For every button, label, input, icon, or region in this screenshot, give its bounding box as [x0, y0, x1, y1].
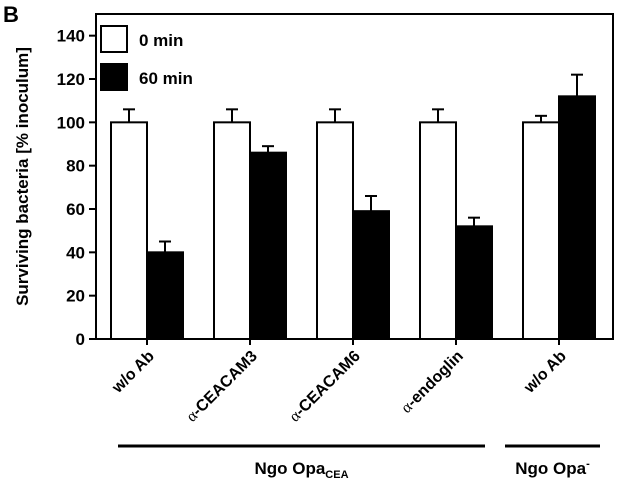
- bar: [213, 121, 251, 341]
- legend-swatch: [100, 25, 128, 53]
- group-label-superscript: -: [586, 458, 590, 470]
- y-tick-label: 140: [57, 27, 85, 46]
- y-tick-label: 0: [76, 330, 85, 349]
- x-category-label: α-CEACAM3: [183, 348, 261, 426]
- category-name: -endoglin: [404, 348, 467, 411]
- bar: [316, 121, 354, 341]
- y-tick-label: 60: [66, 200, 85, 219]
- y-tick-label: 40: [66, 243, 85, 262]
- bar: [455, 225, 493, 340]
- x-category-label: w/o Ab: [108, 348, 158, 398]
- y-tick-label: 120: [57, 70, 85, 89]
- y-tick-label: 80: [66, 157, 85, 176]
- y-axis-title: Surviving bacteria [% inoculum]: [13, 47, 32, 306]
- bar: [352, 210, 390, 341]
- y-tick-label: 100: [57, 113, 85, 132]
- category-name: -CEACAM6: [292, 348, 364, 420]
- group-label: Ngo Opa-: [515, 458, 590, 478]
- group-label: Ngo OpaCEA: [254, 459, 348, 480]
- group-label-subscript: CEA: [325, 469, 348, 480]
- legend-label: 60 min: [139, 69, 193, 88]
- group-label-text: Ngo Opa: [515, 459, 586, 478]
- bar: [146, 251, 184, 340]
- x-category-label: w/o Ab: [520, 348, 570, 398]
- bar: [249, 151, 287, 340]
- legend-swatch: [100, 63, 128, 91]
- category-name: w/o Ab: [520, 348, 570, 398]
- panel-letter: B: [3, 2, 19, 27]
- bar: [558, 95, 596, 341]
- category-name: -CEACAM3: [189, 348, 261, 420]
- x-category-label: α-CEACAM6: [286, 348, 364, 426]
- y-tick-label: 20: [66, 287, 85, 306]
- legend-label: 0 min: [139, 31, 183, 50]
- x-category-label: α-endoglin: [398, 348, 467, 417]
- bar: [110, 121, 148, 341]
- bar: [419, 121, 457, 341]
- bar: [522, 121, 560, 341]
- group-label-text: Ngo Opa: [254, 459, 325, 478]
- category-name: w/o Ab: [108, 348, 158, 398]
